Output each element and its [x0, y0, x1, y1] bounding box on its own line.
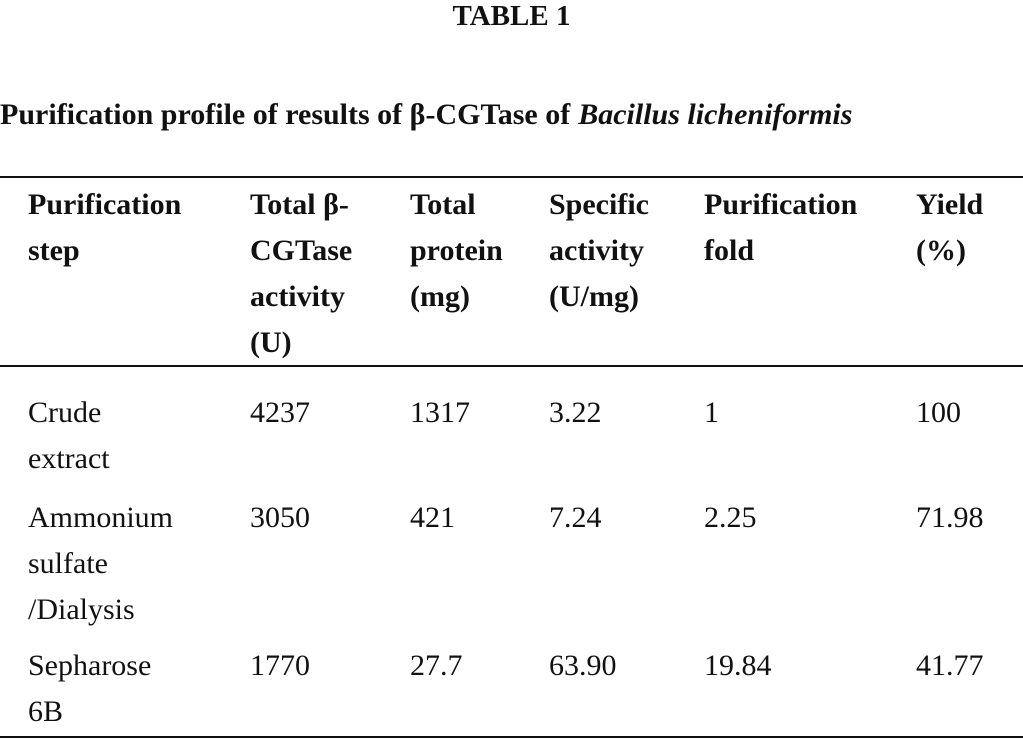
cell-text: activity	[250, 280, 345, 313]
cell-text: 421	[410, 501, 455, 534]
cell-text: 27.7	[410, 649, 463, 682]
body-cell: 2.25	[704, 495, 757, 541]
body-cell: 63.90	[549, 643, 617, 689]
cell-text: 2.25	[704, 501, 757, 534]
cell-text: 4237	[250, 396, 310, 429]
cell-text: 3.22	[549, 396, 602, 429]
header-cell: Total protein (mg)	[410, 182, 503, 320]
body-cell: 1	[704, 390, 719, 436]
body-cell: Sepharose 6B	[28, 643, 151, 735]
cell-text: 63.90	[549, 649, 617, 682]
body-cell: 100	[916, 390, 961, 436]
cell-text: protein	[410, 234, 503, 267]
body-cell: 3.22	[549, 390, 602, 436]
cell-text: CGTase	[250, 234, 353, 267]
body-cell: 19.84	[704, 643, 772, 689]
cell-text: 71.98	[916, 501, 984, 534]
top-rule	[0, 176, 1023, 178]
cell-text: 3050	[250, 501, 310, 534]
bottom-rule	[0, 736, 1023, 738]
cell-text: Ammonium	[28, 501, 174, 534]
cell-text: /Dialysis	[28, 593, 135, 626]
body-cell: 71.98	[916, 495, 984, 541]
cell-text: Purification	[28, 188, 182, 221]
cell-text: 7.24	[549, 501, 602, 534]
cell-text: Sepharose	[28, 649, 152, 682]
body-cell: 421	[410, 495, 455, 541]
cell-text: 1770	[250, 649, 310, 682]
cell-text: (U/mg)	[549, 280, 639, 313]
body-cell: 7.24	[549, 495, 602, 541]
caption-organism: Bacillus licheniformis	[578, 98, 853, 131]
cell-text: Yield	[916, 188, 984, 221]
body-cell: Ammonium sulfate/Dialysis	[28, 495, 173, 633]
body-cell: 4237	[250, 390, 310, 436]
table-title: TABLE 1	[452, 0, 571, 32]
body-cell: 27.7	[410, 643, 463, 689]
cell-text: Specific	[549, 188, 649, 221]
body-cell: Crude extract	[28, 390, 110, 482]
header-cell: Total β- CGTase activity (U)	[250, 182, 352, 366]
cell-text: Purification	[704, 188, 858, 221]
cell-text: (mg)	[410, 280, 470, 313]
body-cell: 1770	[250, 643, 310, 689]
cell-text: 100	[916, 396, 961, 429]
cell-text: 1	[704, 396, 719, 429]
caption-text: Purification profile of results of β-CGT…	[0, 98, 571, 131]
cell-text: 41.77	[916, 649, 984, 682]
body-cell: 1317	[410, 390, 470, 436]
header-cell: Specific activity (U/mg)	[549, 182, 649, 320]
cell-text: (%)	[916, 234, 966, 267]
body-cell: 41.77	[916, 643, 984, 689]
header-cell: Purification step	[28, 182, 181, 274]
cell-text: Crude	[28, 396, 102, 429]
cell-text: 1317	[410, 396, 470, 429]
cell-text: (U)	[250, 326, 292, 359]
cell-text: extract	[28, 442, 110, 475]
cell-text: fold	[704, 234, 755, 267]
cell-text: 19.84	[704, 649, 772, 682]
cell-text: step	[28, 234, 80, 267]
cell-text: Total β-	[250, 188, 349, 221]
cell-text: sulfate	[28, 547, 108, 580]
cell-text: activity	[549, 234, 644, 267]
header-cell: Yield (%)	[916, 182, 983, 274]
header-cell: Purification fold	[704, 182, 857, 274]
cell-text: Total	[410, 188, 476, 221]
cell-text: 6B	[28, 695, 64, 728]
header-rule	[0, 365, 1023, 367]
body-cell: 3050	[250, 495, 310, 541]
table-caption: Purification profile of results of β-CGT…	[0, 96, 852, 134]
